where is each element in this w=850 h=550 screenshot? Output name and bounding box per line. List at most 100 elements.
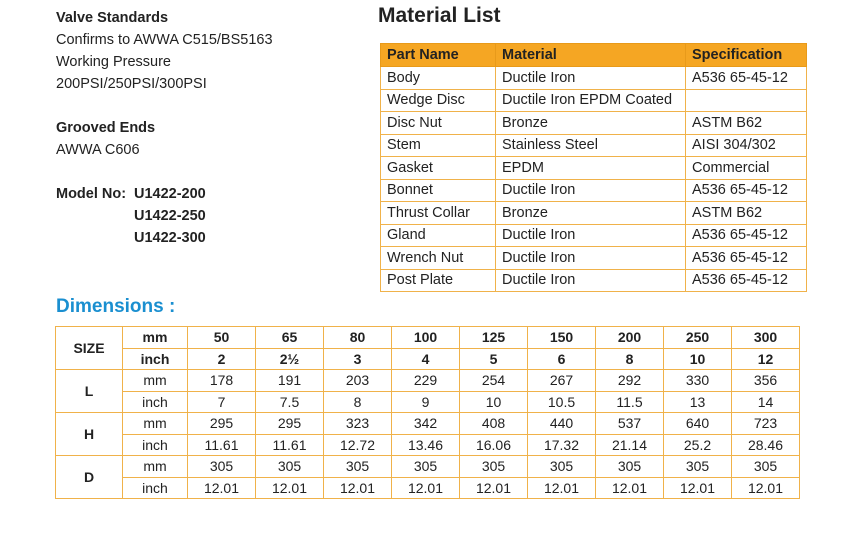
unit-label: mm xyxy=(122,412,188,435)
material-cell: Bronze xyxy=(495,201,686,225)
dimension-inch-row: inch 12.01 12.01 12.01 12.01 12.01 12.01 12.01 1… xyxy=(56,476,800,499)
material-cell: Ductile Iron xyxy=(495,66,686,90)
dimension-mm-cell: 723 xyxy=(731,412,800,435)
dimension-mm-cell: 330 xyxy=(663,369,732,392)
model-number: U1422-300 xyxy=(134,230,206,246)
dimension-inch-row: inch 7 7.5 8 9 10 10.5 11.5 13 14 xyxy=(56,390,800,413)
part-name-cell: Wedge Disc xyxy=(380,88,496,112)
dimension-inch-cell: 7 xyxy=(187,390,256,413)
material-row: Gland Ductile Iron A536 65-45-12 xyxy=(380,223,807,247)
dimension-mm-cell: 305 xyxy=(391,455,460,478)
dimension-inch-cell: 12.72 xyxy=(323,433,392,456)
dimension-inch-cell: 12.01 xyxy=(527,476,596,499)
specification-cell: ASTM B62 xyxy=(685,111,807,135)
dimension-label: D xyxy=(55,455,123,499)
dimension-inch-cell: 10.5 xyxy=(527,390,596,413)
unit-label: mm xyxy=(122,369,188,392)
dimension-mm-cell: 640 xyxy=(663,412,732,435)
specification-cell xyxy=(685,88,807,112)
specification-cell: A536 65-45-12 xyxy=(685,66,807,90)
unit-label: inch xyxy=(122,433,188,456)
material-cell: Stainless Steel xyxy=(495,133,686,157)
size-inch-row: inch 2 2½ 3 4 5 6 8 10 12 xyxy=(56,347,800,370)
dimension-inch-cell: 10 xyxy=(459,390,528,413)
material-row: Wrench Nut Ductile Iron A536 65-45-12 xyxy=(380,246,807,270)
size-inch-cell: 5 xyxy=(459,347,528,370)
size-mm-cell: 200 xyxy=(595,326,664,349)
unit-label: mm xyxy=(122,326,188,349)
header-part-name: Part Name xyxy=(380,43,496,67)
dimension-mm-cell: 292 xyxy=(595,369,664,392)
dimension-mm-cell: 305 xyxy=(731,455,800,478)
material-row: Thrust Collar Bronze ASTM B62 xyxy=(380,201,807,225)
dimension-inch-cell: 28.46 xyxy=(731,433,800,456)
dimension-mm-cell: 356 xyxy=(731,369,800,392)
size-mm-cell: 100 xyxy=(391,326,460,349)
size-inch-cell: 12 xyxy=(731,347,800,370)
dimension-inch-cell: 12.01 xyxy=(731,476,800,499)
pressure-label: Working Pressure xyxy=(56,54,171,70)
dimension-inch-cell: 12.01 xyxy=(391,476,460,499)
dimension-inch-cell: 14 xyxy=(731,390,800,413)
size-mm-cell: 50 xyxy=(187,326,256,349)
dimension-inch-cell: 12.01 xyxy=(595,476,664,499)
dimension-mm-cell: 295 xyxy=(187,412,256,435)
dimension-mm-cell: 305 xyxy=(255,455,324,478)
dimension-inch-cell: 13.46 xyxy=(391,433,460,456)
size-mm-cell: 300 xyxy=(731,326,800,349)
dimension-inch-cell: 12.01 xyxy=(459,476,528,499)
size-mm-cell: 80 xyxy=(323,326,392,349)
specification-cell: ASTM B62 xyxy=(685,201,807,225)
part-name-cell: Disc Nut xyxy=(380,111,496,135)
material-cell: Ductile Iron xyxy=(495,178,686,202)
dimension-mm-cell: 178 xyxy=(187,369,256,392)
unit-label: mm xyxy=(122,455,188,478)
dimension-mm-cell: 305 xyxy=(459,455,528,478)
size-inch-cell: 4 xyxy=(391,347,460,370)
unit-label: inch xyxy=(122,390,188,413)
size-inch-cell: 2 xyxy=(187,347,256,370)
dimension-inch-cell: 9 xyxy=(391,390,460,413)
dimension-inch-row: inch 11.61 11.61 12.72 13.46 16.06 17.32 21.14 2… xyxy=(56,433,800,456)
dimension-inch-cell: 16.06 xyxy=(459,433,528,456)
model-label: Model No: xyxy=(56,186,127,202)
size-inch-cell: 8 xyxy=(595,347,664,370)
spacer xyxy=(56,161,356,183)
material-row: Gasket EPDM Commercial xyxy=(380,156,807,180)
dimension-mm-cell: 305 xyxy=(595,455,664,478)
dimension-mm-cell: 191 xyxy=(255,369,324,392)
material-cell: Ductile Iron xyxy=(495,268,686,292)
dimension-inch-cell: 12.01 xyxy=(663,476,732,499)
model-numbers: Model No: U1422-200 U1422-250 U1422-300 xyxy=(56,183,356,249)
dimension-mm-cell: 323 xyxy=(323,412,392,435)
dimension-mm-cell: 295 xyxy=(255,412,324,435)
model-number: U1422-250 xyxy=(134,208,206,224)
dimension-mm-cell: 267 xyxy=(527,369,596,392)
dimension-mm-cell: 305 xyxy=(527,455,596,478)
material-header-row: Part Name Material Specification xyxy=(380,43,807,67)
specification-cell: AISI 304/302 xyxy=(685,133,807,157)
size-inch-cell: 2½ xyxy=(255,347,324,370)
dimension-inch-cell: 7.5 xyxy=(255,390,324,413)
part-name-cell: Thrust Collar xyxy=(380,201,496,225)
part-name-cell: Gasket xyxy=(380,156,496,180)
size-mm-row: SIZE mm 50 65 80 100 125 150 200 250 300 xyxy=(55,326,800,370)
material-list-title: Material List xyxy=(378,4,501,27)
dimension-inch-cell: 12.01 xyxy=(323,476,392,499)
material-row: Body Ductile Iron A536 65-45-12 xyxy=(380,66,807,90)
part-name-cell: Stem xyxy=(380,133,496,157)
dimension-inch-cell: 12.01 xyxy=(187,476,256,499)
part-name-cell: Post Plate xyxy=(380,268,496,292)
dimension-label: L xyxy=(55,369,123,413)
size-mm-cell: 150 xyxy=(527,326,596,349)
unit-label: inch xyxy=(122,347,188,370)
dimensions-table: SIZE mm 50 65 80 100 125 150 200 250 300 inch 2 2½ 3 4 5… xyxy=(55,326,800,499)
material-table: Part Name Material Specification Body Duc… xyxy=(380,43,807,292)
dimension-inch-cell: 21.14 xyxy=(595,433,664,456)
size-label: SIZE xyxy=(55,326,123,370)
grooved-value: AWWA C606 xyxy=(56,142,140,158)
dimension-inch-cell: 11.61 xyxy=(187,433,256,456)
size-mm-cell: 125 xyxy=(459,326,528,349)
